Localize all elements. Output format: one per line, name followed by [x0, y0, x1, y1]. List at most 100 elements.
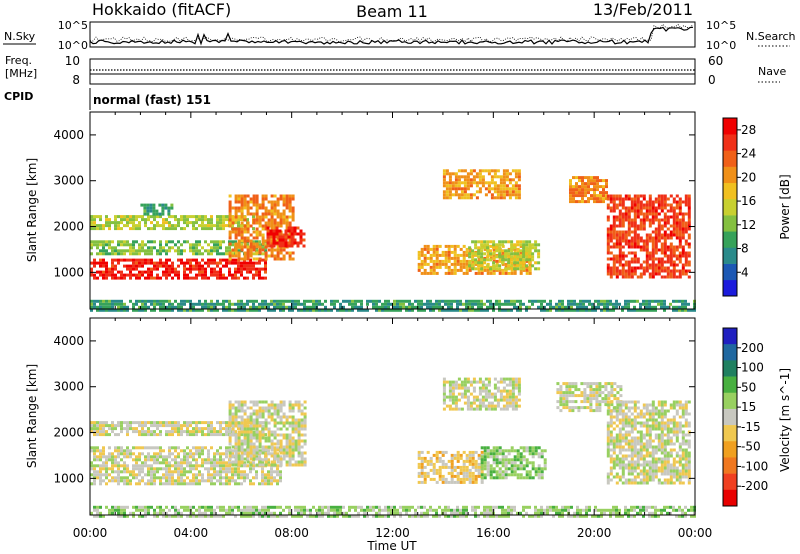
velocity-cell — [249, 467, 252, 471]
power-cell — [513, 302, 516, 306]
power-cell — [186, 261, 189, 265]
power-cell — [231, 218, 235, 222]
power-cell — [171, 302, 174, 306]
power-cell — [599, 179, 602, 183]
velocity-cell — [177, 433, 180, 437]
power-cell — [472, 181, 476, 185]
power-cell — [636, 224, 640, 228]
power-cell — [237, 242, 241, 246]
power-cell — [183, 270, 186, 274]
power-cell — [447, 305, 450, 309]
velocity-cell — [210, 446, 213, 450]
power-cell — [672, 218, 676, 222]
power-cell — [287, 241, 291, 245]
power-cell — [276, 254, 280, 258]
power-cell — [150, 249, 153, 253]
power-cell — [159, 264, 162, 268]
velocity-cell — [135, 427, 138, 431]
power-cell — [170, 206, 174, 210]
velocity-cell — [288, 436, 292, 440]
power-cell — [162, 308, 165, 312]
power-cell — [606, 308, 609, 312]
power-cell — [457, 184, 461, 188]
velocity-cell — [420, 471, 424, 475]
power-cell — [663, 308, 666, 312]
power-cell — [258, 240, 261, 244]
velocity-cell — [135, 482, 138, 486]
velocity-cell — [450, 453, 454, 457]
power-cell — [442, 175, 446, 179]
velocity-cell — [177, 479, 180, 483]
power-cell — [633, 242, 637, 246]
power-cell — [507, 308, 510, 312]
power-cell — [117, 249, 120, 253]
velocity-cell — [114, 470, 117, 474]
power-cell — [312, 299, 315, 303]
power-cell — [587, 182, 590, 186]
velocity-cell — [195, 452, 198, 456]
velocity-cell — [502, 389, 506, 393]
power-cell — [348, 299, 351, 303]
power-cell — [273, 227, 277, 231]
velocity-cell — [531, 467, 535, 471]
power-cell — [198, 224, 201, 228]
power-cell — [621, 245, 625, 249]
velocity-cell — [288, 409, 292, 413]
power-cell — [281, 235, 285, 239]
power-cell — [246, 212, 250, 216]
velocity-cell — [249, 406, 253, 410]
velocity-cell — [279, 479, 282, 483]
power-cell — [522, 261, 526, 265]
velocity-cell — [213, 476, 216, 480]
power-cell — [447, 302, 450, 306]
power-cell — [387, 308, 390, 312]
power-cell — [252, 218, 256, 222]
power-cell — [225, 224, 228, 228]
velocity-cell — [99, 479, 102, 483]
velocity-cell — [111, 467, 114, 471]
velocity-cell — [213, 482, 216, 486]
power-cell — [396, 305, 399, 309]
power-cell — [234, 248, 238, 252]
power-cell — [490, 178, 494, 182]
power-cell — [225, 218, 228, 222]
velocity-cell — [147, 427, 150, 431]
power-cell — [293, 229, 297, 233]
power-cell — [438, 302, 441, 306]
power-cell — [486, 265, 490, 269]
power-cell — [225, 249, 228, 253]
power-cell — [174, 305, 177, 309]
velocity-cell — [466, 380, 470, 384]
power-cell — [513, 268, 517, 272]
power-cell — [666, 266, 670, 270]
power-cell — [117, 305, 120, 309]
power-cell — [243, 261, 246, 265]
power-cell — [636, 233, 640, 237]
power-cell — [663, 236, 667, 240]
power-cell — [651, 206, 655, 210]
velocity-cell — [135, 446, 138, 450]
velocity-cell — [435, 456, 439, 460]
velocity-cell — [213, 458, 216, 462]
power-cell — [507, 255, 511, 259]
velocity-cell — [231, 454, 235, 458]
power-cell — [96, 215, 99, 219]
power-cell — [474, 246, 478, 250]
velocity-cell — [502, 407, 506, 411]
velocity-cell — [469, 392, 473, 396]
power-cell — [282, 215, 286, 219]
velocity-cell — [129, 449, 132, 453]
power-cell — [165, 221, 168, 225]
velocity-cell — [222, 476, 225, 480]
power-cell — [684, 203, 688, 207]
velocity-cell — [291, 406, 295, 410]
velocity-cell — [543, 467, 547, 471]
velocity-cell — [279, 409, 283, 413]
velocity-cell — [565, 382, 569, 386]
velocity-cell — [129, 479, 132, 483]
power-cell — [510, 258, 514, 262]
velocity-cell — [508, 383, 512, 387]
velocity-cell — [174, 467, 177, 471]
velocity-cell — [438, 477, 442, 481]
power-cell — [450, 271, 454, 275]
